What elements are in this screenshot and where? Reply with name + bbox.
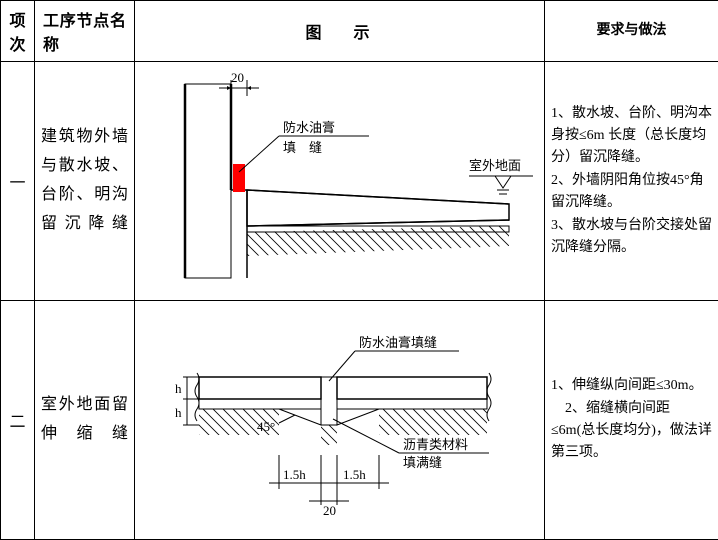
dim-right: 1.5h bbox=[343, 467, 366, 482]
diagram-svg-1: 20 bbox=[139, 66, 539, 296]
row-name: 建筑物外墙与散水坡、台阶、明沟留沉降缝 bbox=[35, 62, 135, 301]
req-text: 1、伸缝纵向间距≤30m。 2、缩缝横向间距≤6m(总长度均分)，做法详第三项。 bbox=[551, 378, 712, 460]
table-row: 一 建筑物外墙与散水坡、台阶、明沟留沉降缝 bbox=[1, 62, 718, 301]
dim-v1: h bbox=[175, 381, 182, 396]
callout-1: 防水油膏 bbox=[283, 120, 335, 135]
mat-callout-1: 沥青类材料 bbox=[403, 437, 468, 452]
callout-2: 填 缝 bbox=[283, 140, 322, 155]
header-num: 项次 bbox=[1, 1, 35, 62]
angle-label: 45° bbox=[257, 419, 275, 434]
dim-bottom: 20 bbox=[323, 503, 336, 518]
dim-20-label: 20 bbox=[231, 70, 244, 85]
row-req: 1、伸缝纵向间距≤30m。 2、缩缝横向间距≤6m(总长度均分)，做法详第三项。 bbox=[545, 301, 718, 540]
row-diagram: 20 bbox=[135, 62, 545, 301]
dim-v2: h bbox=[175, 405, 182, 420]
mat-callout-2: 填满缝 bbox=[403, 455, 442, 470]
spec-table: 项次 工序节点名 称 图示 要求与做法 一 建筑物外墙与散水坡、台阶、明沟留沉降… bbox=[0, 0, 718, 540]
ground-label: 室外地面 bbox=[469, 158, 521, 173]
row-diagram: 防水油膏填缝 沥青类材料 填满缝 45° h bbox=[135, 301, 545, 540]
row-num: 二 bbox=[1, 301, 35, 540]
diagram-svg-2: 防水油膏填缝 沥青类材料 填满缝 45° h bbox=[139, 305, 539, 535]
row-num: 一 bbox=[1, 62, 35, 301]
top-callout: 防水油膏填缝 bbox=[359, 335, 437, 350]
row-name: 室外地面留伸缩缝 bbox=[35, 301, 135, 540]
header-req: 要求与做法 bbox=[545, 1, 718, 62]
row-req: 1、散水坡、台阶、明沟本身按≤6m 长度（总长度均分）留沉降缝。 2、外墙阴阳角… bbox=[545, 62, 718, 301]
req-text: 1、散水坡、台阶、明沟本身按≤6m 长度（总长度均分）留沉降缝。 2、外墙阴阳角… bbox=[551, 106, 712, 255]
header-diagram: 图示 bbox=[135, 1, 545, 62]
table-row: 二 室外地面留伸缩缝 bbox=[1, 301, 718, 540]
dim-left: 1.5h bbox=[283, 467, 306, 482]
header-row: 项次 工序节点名 称 图示 要求与做法 bbox=[1, 1, 718, 62]
joint-filler bbox=[321, 377, 337, 425]
header-name: 工序节点名 称 bbox=[35, 1, 135, 62]
